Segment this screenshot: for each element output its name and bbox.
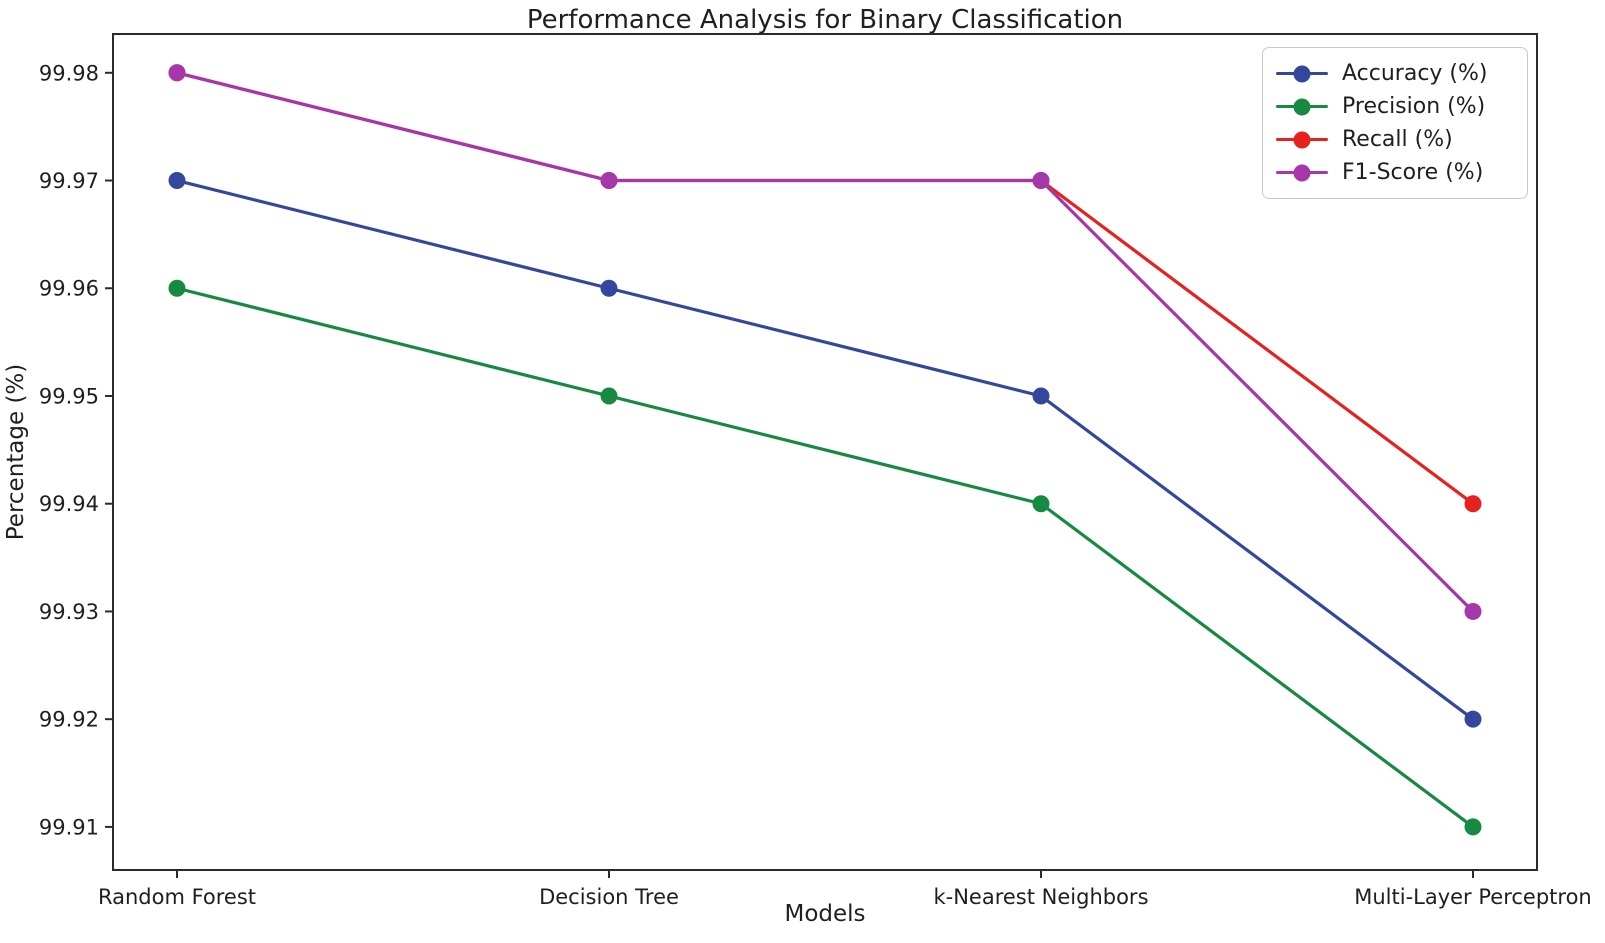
legend-label: Recall (%)	[1342, 127, 1453, 152]
series-precision	[168, 279, 1482, 836]
y-tick-label: 99.91	[39, 815, 99, 839]
series-accuracy	[168, 172, 1482, 728]
x-axis-label: Models	[784, 901, 866, 927]
legend-dot-icon	[1293, 164, 1311, 181]
data-point-marker	[600, 279, 618, 297]
legend-line-icon	[1276, 65, 1328, 82]
data-point-marker	[1032, 495, 1050, 513]
data-point-marker	[1464, 602, 1482, 620]
x-tick-label: k-Nearest Neighbors	[933, 885, 1148, 909]
legend-dot-icon	[1293, 131, 1311, 148]
series-f1-score	[168, 64, 1482, 620]
legend-item: F1-Score (%)	[1263, 160, 1527, 185]
data-point-marker	[1464, 818, 1482, 836]
legend-item: Precision (%)	[1263, 94, 1527, 119]
data-point-marker	[1032, 172, 1050, 190]
data-point-marker	[600, 387, 618, 405]
y-tick-label: 99.94	[39, 492, 99, 516]
y-tick-label: 99.98	[39, 61, 99, 85]
x-tick-label: Random Forest	[98, 885, 256, 909]
data-point-marker	[600, 172, 618, 190]
legend-label: F1-Score (%)	[1342, 160, 1484, 185]
legend: Accuracy (%) Precision (%) Recall (%) F1-Sc…	[1262, 47, 1528, 199]
y-tick-label: 99.92	[39, 708, 99, 732]
y-tick-label: 99.96	[39, 277, 99, 301]
series-line	[176, 71, 1475, 613]
data-point-marker	[1464, 710, 1482, 728]
plot-frame	[112, 33, 1538, 871]
series-line	[176, 286, 1474, 829]
x-tick-label: Multi-Layer Perceptron	[1354, 885, 1592, 909]
data-point-marker	[1464, 495, 1482, 513]
y-tick-label: 99.97	[39, 169, 99, 193]
y-tick-label: 99.95	[39, 384, 99, 408]
data-point-marker	[168, 172, 186, 190]
x-tick-label: Decision Tree	[539, 885, 679, 909]
legend-dot-icon	[1293, 65, 1311, 82]
data-point-marker	[168, 64, 186, 82]
data-point-marker	[1032, 387, 1050, 405]
legend-label: Accuracy (%)	[1342, 61, 1488, 86]
y-tick-label: 99.93	[39, 600, 99, 624]
legend-item: Accuracy (%)	[1263, 61, 1527, 86]
data-point-marker	[168, 279, 186, 297]
legend-dot-icon	[1293, 98, 1311, 115]
legend-label: Precision (%)	[1342, 94, 1486, 119]
series-line	[176, 178, 1474, 721]
legend-line-icon	[1276, 164, 1328, 181]
chart-title: Performance Analysis for Binary Classifi…	[526, 5, 1124, 35]
legend-line-icon	[1276, 131, 1328, 148]
legend-item: Recall (%)	[1263, 127, 1527, 152]
legend-line-icon	[1276, 98, 1328, 115]
